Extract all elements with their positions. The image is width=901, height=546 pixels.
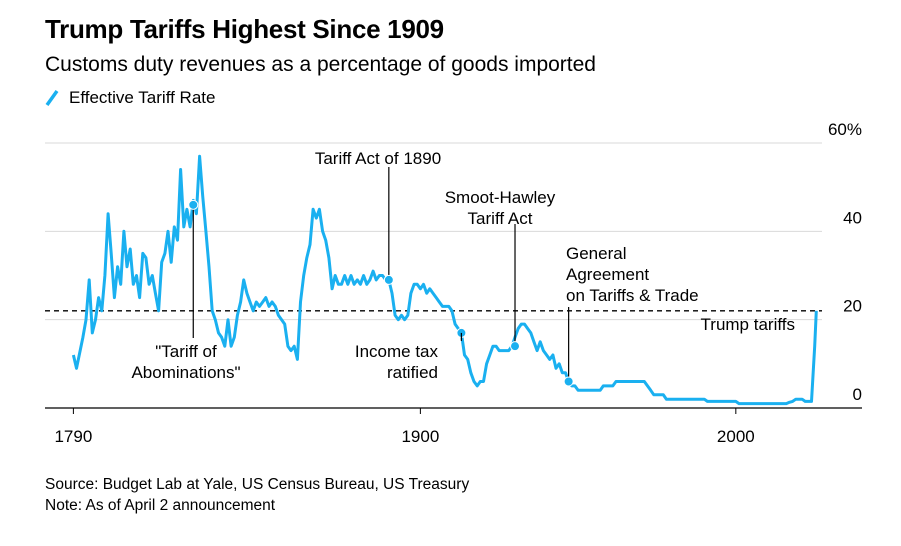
- annotation-line: Tariff Act of 1890: [315, 149, 441, 168]
- x-tick-label: 1900: [401, 427, 439, 446]
- annotation-line: Tariff Act: [468, 209, 533, 228]
- annotation-label-tariff-of-abominations: "Tariff of Abominations": [131, 342, 240, 382]
- annotation-label-smoot-hawley: Smoot-Hawley Tariff Act: [445, 188, 556, 228]
- y-tick-label: 0: [853, 385, 862, 404]
- legend-label: Effective Tariff Rate: [69, 88, 216, 107]
- legend-swatch-icon: [45, 89, 59, 107]
- source-note: Source: Budget Lab at Yale, US Census Bu…: [45, 476, 470, 493]
- chart-title: Trump Tariffs Highest Since 1909: [45, 14, 444, 44]
- annotation-label-income-tax: Income tax ratified: [355, 342, 439, 382]
- annotation-dot-tariff-of-abominations: [188, 199, 199, 210]
- legend: Effective Tariff Rate: [45, 88, 215, 108]
- annotation-line: Trump tariffs: [701, 315, 795, 334]
- annotation-dot-tariff-act-1890: [383, 274, 394, 285]
- annotation-label-tariff-act-1890: Tariff Act of 1890: [315, 149, 441, 168]
- annotation-dot-gatt: [563, 376, 574, 387]
- chart-subtitle: Customs duty revenues as a percentage of…: [45, 53, 596, 76]
- annotation-line: Smoot-Hawley: [445, 188, 556, 207]
- annotation-line: Abominations": [131, 363, 240, 382]
- x-tick-label: 1790: [54, 427, 92, 446]
- annotation-line: Agreement: [566, 265, 649, 284]
- annotation-line: on Tariffs & Trade: [566, 286, 699, 305]
- annotation-label-gatt: General Agreement on Tariffs & Trade: [566, 244, 699, 305]
- series-line: [71, 154, 818, 406]
- annotation-line: Income tax: [355, 342, 439, 361]
- annotation-dot-smoot-hawley: [510, 341, 521, 352]
- x-tick-label: 2000: [717, 427, 755, 446]
- y-tick-label: 60%: [828, 120, 862, 139]
- annotation-line: ratified: [387, 363, 438, 382]
- annotation-line: "Tariff of: [155, 342, 217, 361]
- y-tick-label: 20: [843, 297, 862, 316]
- y-tick-label: 40: [843, 208, 862, 227]
- annotation-label-trump-tariffs: Trump tariffs: [701, 315, 795, 334]
- footnote: Note: As of April 2 announcement: [45, 497, 276, 514]
- annotation-line: General: [566, 244, 626, 263]
